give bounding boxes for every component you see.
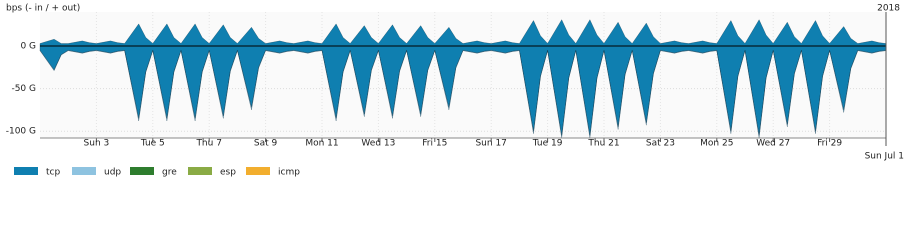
x-tick-label: Sun 3: [84, 139, 110, 149]
legend-label: gre: [162, 168, 177, 178]
y-tick-label: -50 G: [11, 84, 36, 94]
x-tick-label: Sat 9: [254, 139, 278, 149]
x-tick-label: Wed 27: [756, 139, 790, 149]
legend-swatch: [14, 167, 38, 175]
legend-swatch: [130, 167, 154, 175]
legend-swatch: [188, 167, 212, 175]
x-tick-label: Mon 11: [305, 139, 338, 149]
x-tick-label: Sun 17: [475, 139, 506, 149]
x-tick-label: Mon 25: [700, 139, 733, 149]
x-tick-label: Sat 23: [646, 139, 675, 149]
axis-title: bps (- in / + out): [6, 4, 80, 14]
legend-label: tcp: [46, 168, 60, 178]
x-tick-label: Fri 15: [422, 139, 447, 149]
x-tick-label: Wed 13: [361, 139, 395, 149]
legend-label: icmp: [278, 168, 300, 178]
legend-swatch: [72, 167, 96, 175]
x-tick-label: Tue 19: [532, 139, 563, 149]
x-tick-label: Tue 5: [140, 139, 165, 149]
x-tick-label: Thu 7: [195, 139, 222, 149]
plot-area: [40, 12, 886, 138]
year-label: 2018: [877, 4, 900, 14]
y-tick-label: -100 G: [6, 127, 36, 137]
legend-swatch: [246, 167, 270, 175]
x-tick-label: Thu 21: [587, 139, 619, 149]
legend-label: esp: [220, 168, 236, 178]
x-tick-label: Sun Jul 1: [865, 152, 904, 162]
y-tick-label: 0 G: [20, 42, 36, 52]
x-tick-label: Fri 29: [817, 139, 842, 149]
chart: bps (- in / + out) 2018 0 G -50 G -100 G Su…: [6, 4, 904, 178]
legend-label: udp: [104, 168, 121, 178]
